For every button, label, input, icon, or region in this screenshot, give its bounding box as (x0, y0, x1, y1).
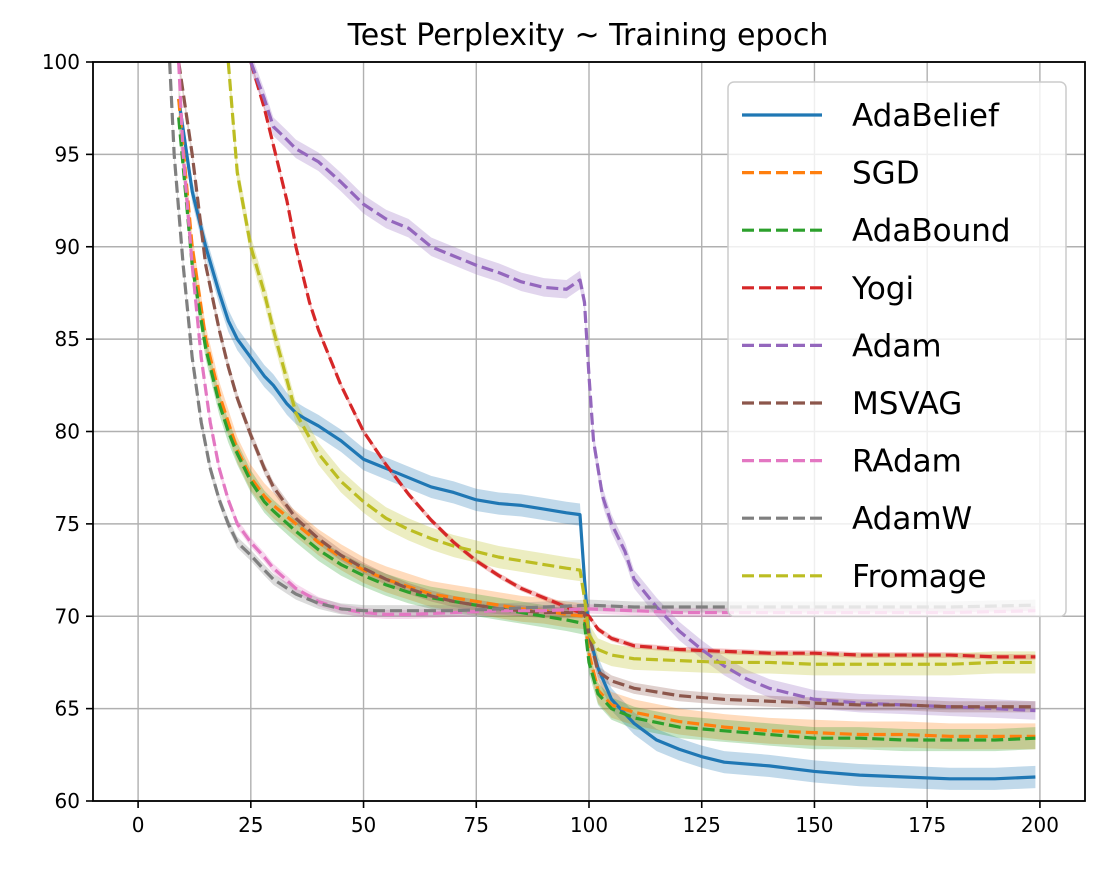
axis-ticks: 0 25 50 75 100 125 150 175 200 60 65 70 75 80 85 90 95 10… (42, 50, 1059, 837)
y-tick-label: 90 (55, 235, 80, 259)
y-tick-label: 100 (42, 50, 80, 74)
band-adabelief (178, 87, 1036, 790)
band-adam (250, 62, 1036, 720)
legend-label-msvag: MSVAG (852, 386, 962, 422)
y-tick-label: 75 (55, 512, 80, 536)
legend-label-adamw: AdamW (852, 501, 972, 537)
legend-box (727, 81, 1067, 618)
band-sgd (178, 86, 1036, 750)
y-tick-label: 95 (55, 142, 80, 166)
series-line-adabelief (177, 98, 1036, 781)
x-tick-label: 150 (795, 813, 833, 837)
series-lines (168, 62, 1036, 781)
legend-label-adam: Adam (852, 328, 942, 364)
series-line-msvag (177, 62, 1036, 709)
series-line-sgd (177, 98, 1036, 738)
series-line-fromage (226, 62, 1036, 666)
x-tick-label: 125 (683, 813, 721, 837)
y-tick-label: 65 (55, 697, 80, 721)
series-line-adam (249, 62, 1036, 713)
legend: AdaBelief SGD AdaBound Yogi Adam MSVAG RAdam Ad… (727, 81, 1067, 618)
y-tick-label: 70 (55, 604, 80, 628)
chart-title: Test Perplexity ~ Training epoch (347, 18, 829, 53)
legend-label-yogi: Yogi (851, 271, 914, 307)
series-line-adamw (168, 62, 1036, 613)
x-tick-label: 200 (1021, 813, 1059, 837)
y-tick-label: 60 (55, 789, 80, 813)
x-tick-label: 25 (238, 813, 263, 837)
x-tick-label: 100 (570, 813, 608, 837)
y-tick-label: 85 (55, 327, 80, 351)
legend-label-adabelief: AdaBelief (852, 98, 1000, 134)
series-line-yogi (249, 62, 1036, 659)
x-tick-label: 0 (132, 813, 145, 837)
band-adabound (178, 106, 1036, 752)
y-tick-label: 80 (55, 420, 80, 444)
legend-label-radam: RAdam (852, 444, 962, 480)
legend-label-sgd: SGD (852, 156, 920, 192)
x-tick-label: 50 (351, 813, 376, 837)
legend-label-adabound: AdaBound (852, 213, 1011, 249)
legend-label-fromage: Fromage (852, 559, 987, 595)
x-tick-label: 75 (464, 813, 489, 837)
x-tick-label: 175 (908, 813, 946, 837)
